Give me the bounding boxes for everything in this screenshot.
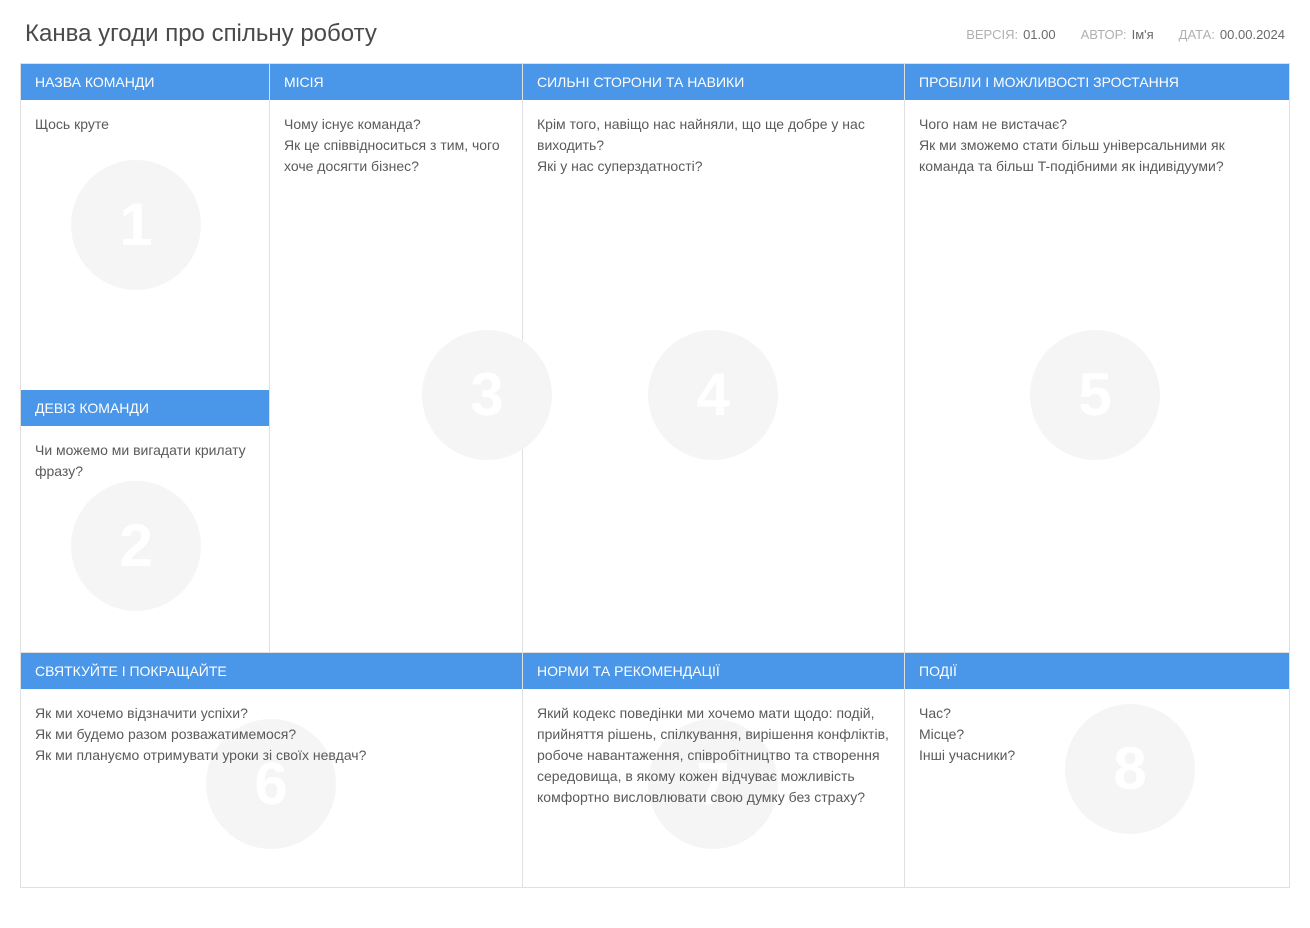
section-header-strengths: СИЛЬНІ СТОРОНИ ТА НАВИКИ [523, 64, 904, 100]
meta-date: ДАТА: 00.00.2024 [1179, 27, 1285, 42]
section-header-gaps: ПРОБІЛИ І МОЖЛИВОСТІ ЗРОСТАННЯ [905, 64, 1289, 100]
author-label: АВТОР: [1081, 27, 1127, 42]
author-value: Ім'я [1132, 27, 1154, 42]
meta-version: ВЕРСІЯ: 01.00 [966, 27, 1055, 42]
canvas-header: Канва угоди про спільну роботу ВЕРСІЯ: 0… [20, 20, 1290, 48]
column-events: ПОДІЇ 8 Час? Місце? Інші учасники? [905, 653, 1289, 887]
date-label: ДАТА: [1179, 27, 1215, 42]
column-celebrate: СВЯТКУЙТЕ І ПОКРАЩАЙТЕ 6 Як ми хочемо ві… [21, 653, 523, 887]
canvas-grid: НАЗВА КОМАНДИ 1 Щось круте ДЕВІЗ КОМАНДИ… [20, 63, 1290, 888]
column-norms: НОРМИ ТА РЕКОМЕНДАЦІЇ 7 Який кодекс пове… [523, 653, 905, 887]
column-team-name-motto: НАЗВА КОМАНДИ 1 Щось круте ДЕВІЗ КОМАНДИ… [21, 64, 270, 652]
canvas-row-1: НАЗВА КОМАНДИ 1 Щось круте ДЕВІЗ КОМАНДИ… [21, 64, 1289, 652]
column-mission: МІСІЯ 3 Чому існує команда? Як це співві… [270, 64, 523, 652]
version-label: ВЕРСІЯ: [966, 27, 1018, 42]
gaps-text: Чого нам не вистачає? Як ми зможемо стат… [919, 114, 1275, 177]
section-body-norms: 7 Який кодекс поведінки ми хочемо мати щ… [523, 689, 904, 887]
section-header-mission: МІСІЯ [270, 64, 522, 100]
events-text: Час? Місце? Інші учасники? [919, 703, 1275, 766]
section-body-events: 8 Час? Місце? Інші учасники? [905, 689, 1289, 887]
section-header-team-name: НАЗВА КОМАНДИ [21, 64, 269, 100]
section-body-celebrate: 6 Як ми хочемо відзначити успіхи? Як ми … [21, 689, 522, 887]
section-body-team-motto: 2 Чи можемо ми вигадати крилату фразу? [21, 426, 269, 652]
section-header-celebrate: СВЯТКУЙТЕ І ПОКРАЩАЙТЕ [21, 653, 522, 689]
team-name-text: Щось круте [35, 114, 255, 135]
canvas-row-2: СВЯТКУЙТЕ І ПОКРАЩАЙТЕ 6 Як ми хочемо ві… [21, 652, 1289, 887]
section-header-norms: НОРМИ ТА РЕКОМЕНДАЦІЇ [523, 653, 904, 689]
mission-text: Чому існує команда? Як це співвідноситьс… [284, 114, 508, 177]
team-motto-text: Чи можемо ми вигадати крилату фразу? [35, 440, 255, 482]
section-body-team-name: 1 Щось круте [21, 100, 269, 390]
watermark-2: 2 [71, 481, 201, 611]
section-header-team-motto: ДЕВІЗ КОМАНДИ [21, 390, 269, 426]
watermark-1: 1 [71, 160, 201, 290]
column-strengths: СИЛЬНІ СТОРОНИ ТА НАВИКИ 4 Крім того, на… [523, 64, 905, 652]
date-value: 00.00.2024 [1220, 27, 1285, 42]
meta-author: АВТОР: Ім'я [1081, 27, 1154, 42]
canvas-title: Канва угоди про спільну роботу [25, 20, 377, 48]
watermark-4: 4 [648, 330, 778, 460]
section-body-gaps: 5 Чого нам не вистачає? Як ми зможемо ст… [905, 100, 1289, 652]
celebrate-text: Як ми хочемо відзначити успіхи? Як ми бу… [35, 703, 508, 766]
column-gaps: ПРОБІЛИ І МОЖЛИВОСТІ ЗРОСТАННЯ 5 Чого на… [905, 64, 1289, 652]
strengths-text: Крім того, навіщо нас найняли, що ще доб… [537, 114, 890, 177]
section-body-strengths: 4 Крім того, навіщо нас найняли, що ще д… [523, 100, 904, 652]
section-header-events: ПОДІЇ [905, 653, 1289, 689]
canvas-meta: ВЕРСІЯ: 01.00 АВТОР: Ім'я ДАТА: 00.00.20… [966, 27, 1285, 42]
section-team-motto: ДЕВІЗ КОМАНДИ 2 Чи можемо ми вигадати кр… [21, 390, 269, 652]
version-value: 01.00 [1023, 27, 1056, 42]
watermark-5: 5 [1030, 330, 1160, 460]
norms-text: Який кодекс поведінки ми хочемо мати щод… [537, 703, 890, 808]
section-body-mission: 3 Чому існує команда? Як це співвідносит… [270, 100, 522, 652]
